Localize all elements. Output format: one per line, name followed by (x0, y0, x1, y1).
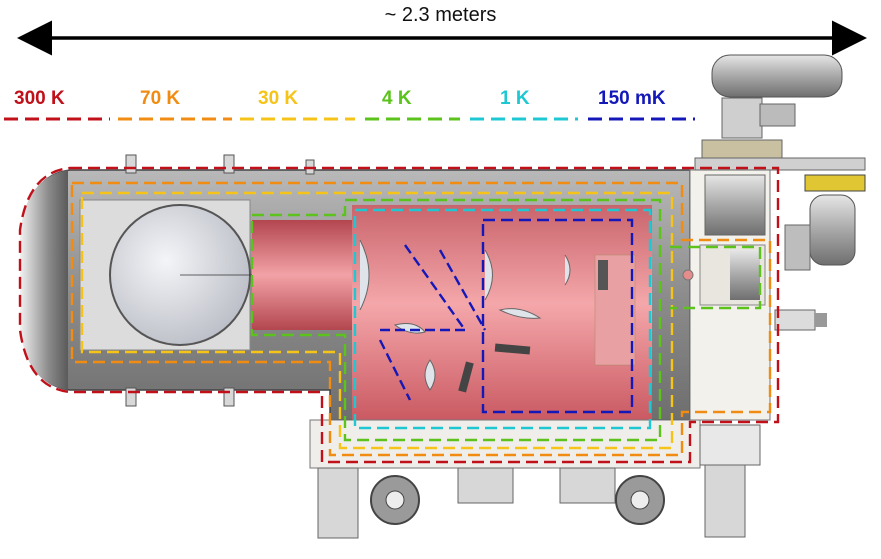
flange (125, 154, 137, 174)
stage-outline-1 (70, 181, 772, 457)
flange (223, 387, 235, 407)
stage-outline-2 (80, 191, 674, 450)
stage-outline-3 (250, 198, 662, 442)
legend-label-3: 4 K (382, 88, 412, 109)
legend-label-5: 150 mK (598, 88, 666, 109)
stage-outline-0 (18, 166, 780, 464)
stage-outline-5 (481, 218, 634, 414)
stage-outline-4 (353, 208, 652, 430)
optics-tube (252, 220, 352, 330)
legend-label-1: 70 K (140, 88, 181, 109)
stage-outline-5 (378, 244, 487, 401)
legend-label-4: 1 K (500, 88, 530, 109)
end-cap (20, 170, 68, 390)
flange (125, 387, 137, 407)
legend-label-0: 300 K (14, 88, 65, 109)
stage-outline-3 (670, 245, 762, 310)
cryocooler-tank (711, 54, 843, 98)
legend-label-2: 30 K (258, 88, 299, 109)
flange (223, 154, 235, 174)
